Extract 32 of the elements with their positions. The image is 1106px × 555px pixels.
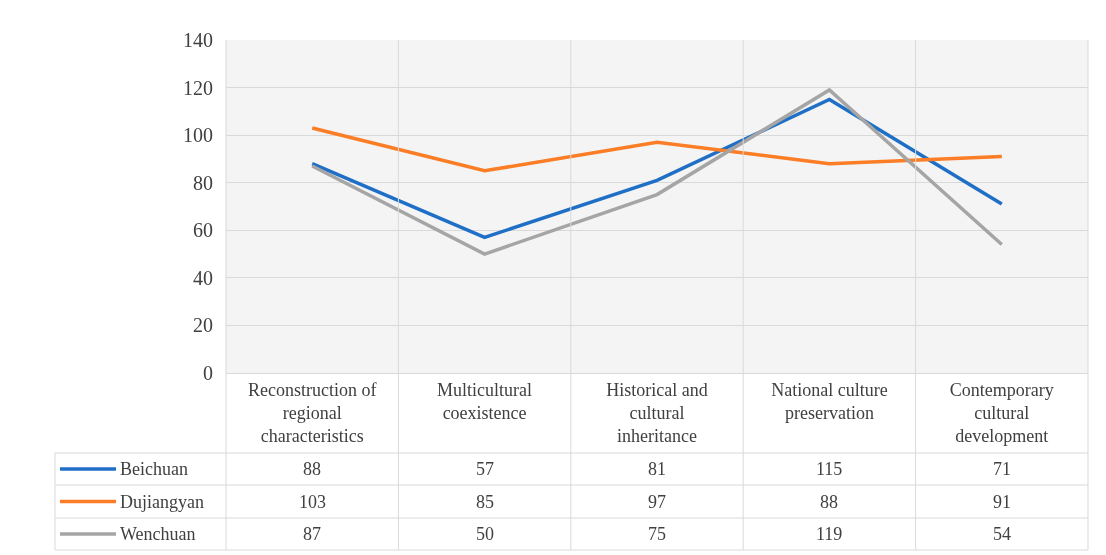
data-label: 88	[820, 492, 838, 512]
data-label: 115	[816, 459, 843, 479]
legend-label: Beichuan	[120, 459, 188, 479]
y-tick-label: 120	[183, 76, 213, 99]
data-label: 54	[993, 524, 1011, 544]
y-tick-label: 100	[183, 124, 213, 147]
y-tick-label: 80	[193, 171, 213, 194]
x-tick-label: Historical and cultural inheritance	[606, 379, 708, 447]
legend-label: Dujiangyan	[120, 492, 204, 512]
data-label: 103	[299, 492, 326, 512]
data-label: 87	[303, 524, 321, 544]
data-label: 88	[303, 459, 321, 479]
x-tick-label: Contemporary cultural development	[949, 379, 1054, 447]
data-label: 50	[476, 524, 494, 544]
data-label: 75	[648, 524, 666, 544]
legend-label: Wenchuan	[120, 524, 196, 544]
data-label: 81	[648, 459, 666, 479]
x-tick-label: National culture preservation	[771, 379, 888, 423]
y-tick-label: 60	[193, 219, 213, 242]
y-tick-label: 20	[193, 314, 213, 337]
data-label: 85	[476, 492, 494, 512]
data-label: 97	[648, 492, 666, 512]
x-tick-label: Reconstruction of regional characteristics	[247, 379, 377, 447]
y-tick-label: 0	[203, 362, 213, 384]
line-series	[310, 126, 1004, 173]
data-label: 71	[993, 459, 1011, 479]
y-tick-label: 140	[183, 29, 213, 51]
data-label: 119	[816, 524, 843, 544]
y-tick-label: 40	[193, 266, 213, 289]
x-tick-label: Multicultural coexistence	[437, 379, 533, 423]
data-label: 57	[476, 459, 494, 479]
data-label: 91	[993, 492, 1011, 512]
